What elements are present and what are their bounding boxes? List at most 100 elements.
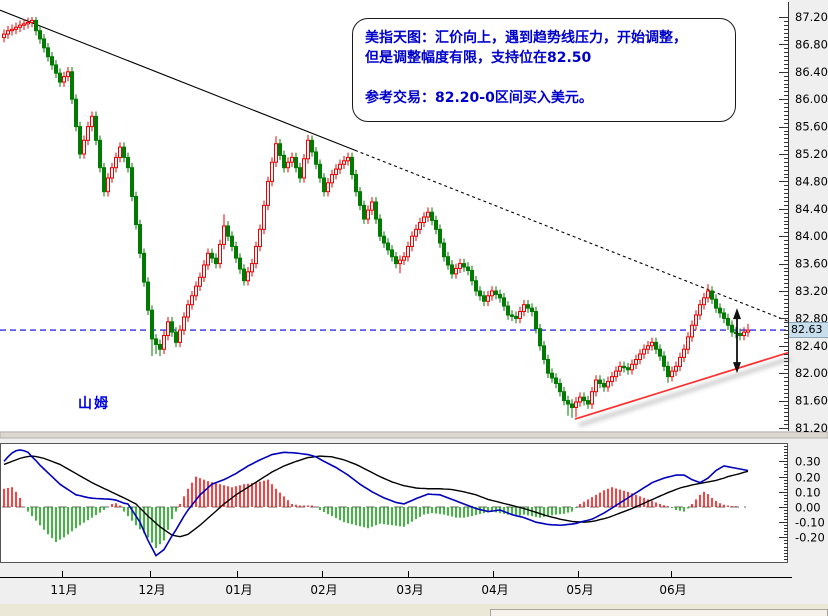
candle-body (586, 400, 590, 405)
note-blank-line (365, 68, 723, 88)
candle-body (642, 348, 646, 355)
month-label: 04月 (481, 583, 508, 597)
arrow-head-down-icon (733, 362, 741, 374)
candle-body (554, 377, 558, 384)
candle-body (614, 370, 618, 378)
price-axis-label: 84.40 (795, 202, 828, 216)
candle-body (502, 297, 506, 307)
candle-body (158, 343, 162, 350)
macd-panel-background[interactable] (0, 443, 788, 563)
price-axis-label: 82.40 (795, 339, 828, 353)
candle-body (498, 293, 502, 299)
note-line-3: 参考交易：82.20-0区间买入美元。 (365, 90, 593, 106)
price-axis-label: 83.20 (795, 284, 828, 298)
candle-body (330, 174, 334, 184)
candle-body (550, 372, 554, 379)
candle-body (474, 280, 478, 292)
macd-scale[interactable]: 0.30 0.200.100.00-0.10-0.20 (779, 446, 825, 560)
candle-body (382, 235, 386, 244)
candle-body (594, 379, 598, 393)
candle-body (102, 167, 106, 193)
candle-body (58, 72, 62, 83)
candle-body (138, 224, 142, 254)
candle-body (622, 365, 626, 369)
candle-body (618, 365, 622, 372)
price-axis-label: 86.00 (795, 92, 828, 106)
candle-body (74, 98, 78, 128)
candle-body (34, 19, 38, 32)
candle-body (130, 167, 134, 197)
candle-body (362, 204, 366, 220)
note-line-1: 美指天图：汇价向上，遇到趋势线压力，开始调整， (365, 30, 687, 46)
candle-body (462, 263, 466, 268)
candle-body (194, 285, 198, 297)
candle-body (282, 154, 286, 169)
candle-body (346, 156, 350, 162)
macd-axis-label: -0.20 (795, 531, 825, 545)
price-axis-label: 83.60 (795, 257, 828, 271)
candle-body (230, 235, 234, 247)
candle-body (702, 297, 706, 306)
candle-body (490, 290, 494, 297)
candle-body (54, 64, 58, 74)
downtrend-line (0, 9, 789, 322)
candle-body (66, 71, 70, 78)
candle-body (366, 209, 370, 220)
candle-body (730, 324, 734, 333)
candle-body (90, 115, 94, 128)
candle-body (178, 329, 182, 343)
candle-body (274, 143, 278, 163)
macd-lines (3, 449, 749, 557)
candle-body (242, 268, 246, 282)
status-bar-field (490, 609, 828, 616)
candle-body (450, 264, 454, 275)
candle-body (322, 177, 326, 193)
candle-body (638, 353, 642, 360)
candle-body (326, 182, 330, 193)
panel-divider[interactable] (0, 431, 828, 439)
candle-body (482, 295, 486, 302)
candle-body (426, 211, 430, 218)
price-axis-label: 85.20 (795, 147, 828, 161)
month-label: 05月 (566, 583, 593, 597)
current-price-badge: 82.63 (789, 322, 828, 338)
candle-body (166, 321, 170, 337)
candle-body (270, 161, 274, 182)
candle-body (314, 151, 318, 165)
macd-axis-label: 0.30 (795, 455, 821, 469)
candle-body (582, 396, 586, 402)
candle-body (342, 160, 346, 165)
candle-body (146, 281, 150, 311)
month-label: 03月 (396, 583, 423, 597)
watermark-label: 山姆 (78, 396, 110, 412)
price-scale[interactable]: 87.20 86.80 86.40 86.00 85.60 85.20 84.80 84.40… (779, 2, 828, 435)
candle-body (694, 314, 698, 326)
candle-body (566, 400, 570, 405)
candle-body (742, 331, 746, 337)
candle-body (14, 26, 18, 30)
macd-axis-label: 0.10 (795, 486, 821, 500)
time-scale[interactable]: 11月 12月 01月 02月 03月 04月 05月 06月 (0, 571, 792, 597)
candle-body (6, 30, 10, 35)
candle-body (10, 28, 14, 32)
macd-axis-label: -0.10 (795, 516, 825, 530)
candle-body (470, 269, 474, 282)
candle-body (226, 225, 230, 237)
candle-body (650, 341, 654, 347)
candle-body (334, 168, 338, 176)
price-axis-label: 86.40 (795, 65, 828, 79)
candle-body (214, 257, 218, 265)
candle-body (262, 204, 266, 230)
candle-body (534, 311, 538, 330)
candle-body (518, 311, 522, 319)
month-label: 06月 (659, 583, 686, 597)
support-line-shadow (578, 356, 791, 428)
candle-body (610, 376, 614, 382)
candle-body (278, 143, 282, 156)
candle-body (626, 367, 630, 371)
candle-body (118, 146, 122, 158)
candle-body (266, 180, 270, 206)
candle-body (98, 139, 102, 169)
candle-body (662, 355, 666, 367)
candle-body (302, 158, 306, 179)
